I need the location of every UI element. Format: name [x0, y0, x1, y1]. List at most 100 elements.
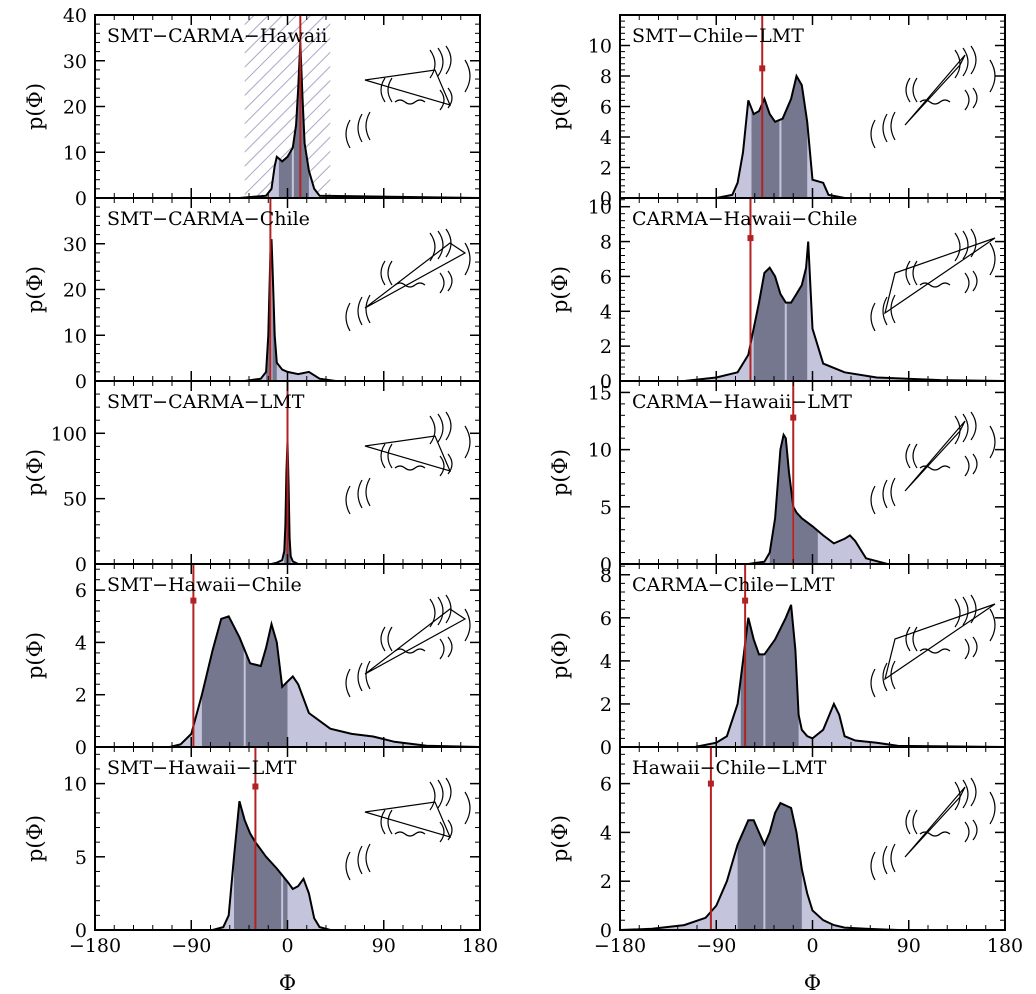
measured-marker [742, 597, 749, 604]
y-axis-label: p(Φ) [548, 815, 572, 862]
y-tick-label: 4 [75, 632, 87, 654]
array-geometry-icon [870, 45, 996, 149]
distribution-fill [620, 241, 1005, 381]
distribution-outline [95, 239, 480, 381]
y-tick-label: 6 [600, 608, 612, 630]
panel-title: SMT−CARMA−Hawaii [107, 25, 327, 47]
panel-title: SMT−CARMA−LMT [107, 391, 305, 413]
distribution-outline [620, 604, 1005, 747]
panel-2: 0 2 4 6 8 10 p(Φ) SMT−Chile−LMT [548, 14, 1006, 210]
y-tick-label: 2 [600, 158, 612, 180]
y-tick-label: 10 [63, 774, 87, 796]
y-tick-label: 6 [75, 580, 87, 602]
panel-title: SMT−Chile−LMT [632, 25, 804, 47]
y-axis-label: p(Φ) [548, 449, 572, 496]
y-tick-label: 0 [600, 188, 612, 210]
y-tick-label: 8 [600, 565, 612, 587]
y-tick-label: 0 [75, 188, 87, 210]
panel-7: 0 2 4 6 p(Φ) SMT−Hawaii−Chile [23, 563, 481, 759]
x-tick-label: 180 [987, 935, 1023, 957]
y-tick-label: 5 [600, 497, 612, 519]
panel-4: 0 2 4 6 8 10 p(Φ) CARMA−Hawaii−Chile [548, 197, 1006, 393]
confidence-region [751, 76, 808, 198]
distribution-outline [620, 432, 1005, 564]
y-axis-label: p(Φ) [23, 815, 47, 862]
panel-3: 0 10 20 30 p(Φ) SMT−CARMA−Chile [23, 197, 481, 393]
measured-marker [747, 235, 754, 242]
array-geometry-icon [345, 45, 471, 149]
y-tick-label: 10 [588, 440, 612, 462]
y-tick-label: 6 [600, 266, 612, 288]
confidence-region [753, 254, 808, 381]
y-tick-label: 8 [600, 232, 612, 254]
x-tick-label: 90 [897, 935, 921, 957]
y-tick-label: 0 [600, 920, 612, 942]
y-tick-label: 40 [63, 5, 87, 27]
measured-marker [252, 783, 259, 790]
x-tick-label: −180 [69, 935, 121, 957]
x-axis-label: Φ [804, 971, 821, 994]
distribution-outline [620, 73, 1005, 198]
y-tick-label: 8 [600, 66, 612, 88]
distribution-outline [95, 615, 480, 747]
y-tick-label: 2 [600, 871, 612, 893]
x-tick-label: 90 [372, 935, 396, 957]
y-axis-label: p(Φ) [548, 83, 572, 130]
measured-marker [790, 414, 797, 421]
array-geometry-icon [345, 777, 471, 881]
confidence-region [769, 434, 818, 564]
y-axis-label: p(Φ) [23, 632, 47, 679]
y-tick-label: 20 [63, 280, 87, 302]
y-tick-label: 0 [75, 554, 87, 576]
x-tick-label: 0 [281, 935, 293, 957]
y-tick-label: 10 [588, 197, 612, 219]
panel-9: −180 −90 0 90 180 0 5 10 p(Φ) SMT−Hawaii−LMT [23, 746, 498, 957]
y-tick-label: 2 [600, 694, 612, 716]
array-geometry-icon [870, 777, 996, 881]
panel-title: CARMA−Chile−LMT [632, 574, 835, 596]
panel-1: 0 10 20 30 40 p(Φ) SMT−CARMA−Hawaii [23, 5, 481, 210]
y-tick-label: 5 [75, 847, 87, 869]
panel-title: SMT−Hawaii−LMT [107, 757, 297, 779]
y-tick-label: 6 [600, 774, 612, 796]
array-geometry-icon [345, 594, 471, 698]
panel-10: −180 −90 0 90 180 0 2 4 6 p(Φ) Hawaii−Chile−LMT [548, 746, 1023, 957]
panel-title: Hawaii−Chile−LMT [632, 757, 827, 779]
y-tick-label: 2 [75, 685, 87, 707]
array-geometry-icon [870, 594, 996, 698]
array-geometry-icon [870, 411, 996, 515]
y-tick-label: 0 [75, 737, 87, 759]
x-tick-label: −90 [171, 935, 211, 957]
y-tick-label: 0 [600, 737, 612, 759]
y-tick-label: 50 [63, 489, 87, 511]
y-tick-label: 2 [600, 336, 612, 358]
y-tick-label: 30 [63, 234, 87, 256]
measured-marker [190, 597, 197, 604]
y-tick-label: 0 [75, 920, 87, 942]
array-geometry-icon [345, 411, 471, 515]
y-tick-label: 0 [75, 371, 87, 393]
confidence-region [740, 604, 799, 747]
y-axis-label: p(Φ) [23, 449, 47, 496]
distribution-outline [95, 800, 480, 930]
y-tick-label: 4 [600, 127, 612, 149]
y-tick-label: 20 [63, 97, 87, 119]
y-axis-label: p(Φ) [23, 83, 47, 130]
y-tick-label: 15 [588, 382, 612, 404]
y-axis-label: p(Φ) [23, 266, 47, 313]
y-tick-label: 10 [63, 142, 87, 164]
x-tick-label: 0 [806, 935, 818, 957]
y-tick-label: 0 [600, 554, 612, 576]
measured-marker [707, 780, 714, 787]
y-tick-label: 0 [600, 371, 612, 393]
y-tick-label: 30 [63, 51, 87, 73]
x-tick-label: −180 [594, 935, 646, 957]
confidence-region [737, 803, 802, 930]
distribution-fill [95, 239, 480, 381]
array-geometry-icon [345, 228, 471, 332]
y-tick-label: 4 [600, 301, 612, 323]
x-axis-label: Φ [279, 971, 296, 994]
panel-8: 0 2 4 6 8 p(Φ) CARMA−Chile−LMT [548, 563, 1006, 759]
